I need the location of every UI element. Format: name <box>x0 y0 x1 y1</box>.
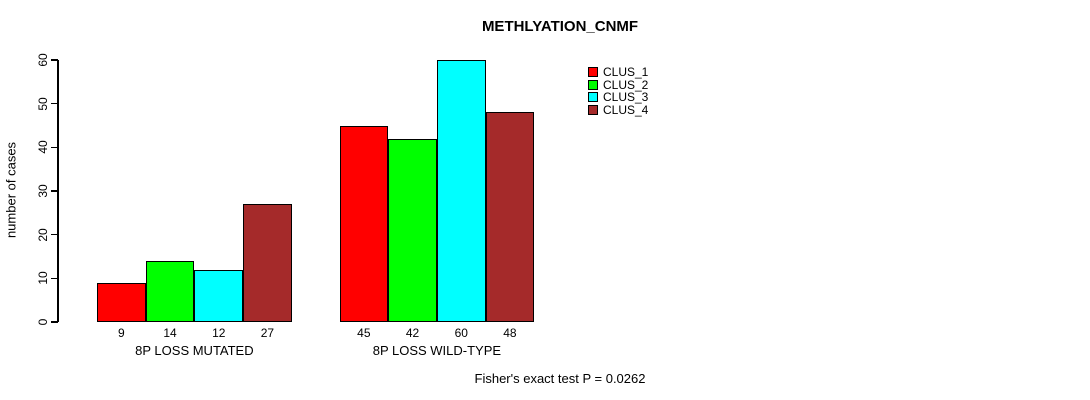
bar-clus_2-1 <box>145 260 195 322</box>
bar-value-label: 42 <box>405 326 420 340</box>
y-tick-mark <box>51 190 58 192</box>
legend-item-clus_3: CLUS_3 <box>588 90 649 105</box>
y-tick-label: 40 <box>36 140 50 155</box>
bar-value-label: 14 <box>163 326 177 340</box>
chart-title: METHLYATION_CNMF <box>481 18 639 35</box>
y-axis-label: number of cases <box>3 141 19 239</box>
legend-swatch-clus_3 <box>588 92 598 103</box>
group-label: 8P LOSS WILD-TYPE <box>372 343 502 358</box>
fisher-test-annotation: Fisher's exact test P = 0.0262 <box>474 371 646 386</box>
legend-swatch-clus_4 <box>588 105 598 116</box>
legend-item-clus_2: CLUS_2 <box>588 77 649 92</box>
legend-item-clus_1: CLUS_1 <box>588 65 649 80</box>
group-label: 8P LOSS MUTATED <box>135 343 254 358</box>
y-tick-label: 50 <box>36 96 50 111</box>
y-tick-mark <box>51 59 58 61</box>
bar-clus_1-1 <box>97 282 146 322</box>
bar-clus_4-1 <box>243 204 292 322</box>
bar-value-label: 48 <box>503 326 517 340</box>
y-tick-label: 0 <box>36 318 50 326</box>
bar-clus_2-2 <box>388 138 437 322</box>
y-tick-mark <box>51 102 58 105</box>
y-tick-label: 20 <box>36 227 50 242</box>
bar-value-label: 45 <box>357 326 371 340</box>
bar-clus_1-2 <box>339 125 389 322</box>
y-tick-label: 30 <box>36 184 50 198</box>
legend-label: CLUS_1 <box>603 65 649 80</box>
bar-clus_4-2 <box>485 112 535 322</box>
y-tick-mark <box>51 146 58 149</box>
bar-value-label: 27 <box>260 326 275 340</box>
legend-label: CLUS_3 <box>603 90 649 105</box>
legend-label: CLUS_4 <box>603 103 649 118</box>
y-tick-mark <box>51 321 58 323</box>
legend-item-clus_4: CLUS_4 <box>588 103 649 118</box>
bar-clus_3-2 <box>436 60 486 322</box>
legend-swatch-clus_1 <box>588 67 598 78</box>
bar-clus_3-1 <box>194 269 244 322</box>
y-tick-mark <box>51 233 58 236</box>
bar-value-label: 60 <box>454 326 468 340</box>
bar-value-label: 9 <box>118 326 125 340</box>
legend-label: CLUS_2 <box>603 77 649 92</box>
legend-swatch-clus_2 <box>588 79 598 90</box>
legend: CLUS_1 CLUS_2 CLUS_3 CLUS_4 <box>588 65 649 118</box>
y-tick-label: 60 <box>36 53 50 67</box>
bar-value-label: 12 <box>212 326 226 340</box>
y-tick-mark <box>51 277 58 280</box>
y-tick-label: 10 <box>36 271 50 286</box>
